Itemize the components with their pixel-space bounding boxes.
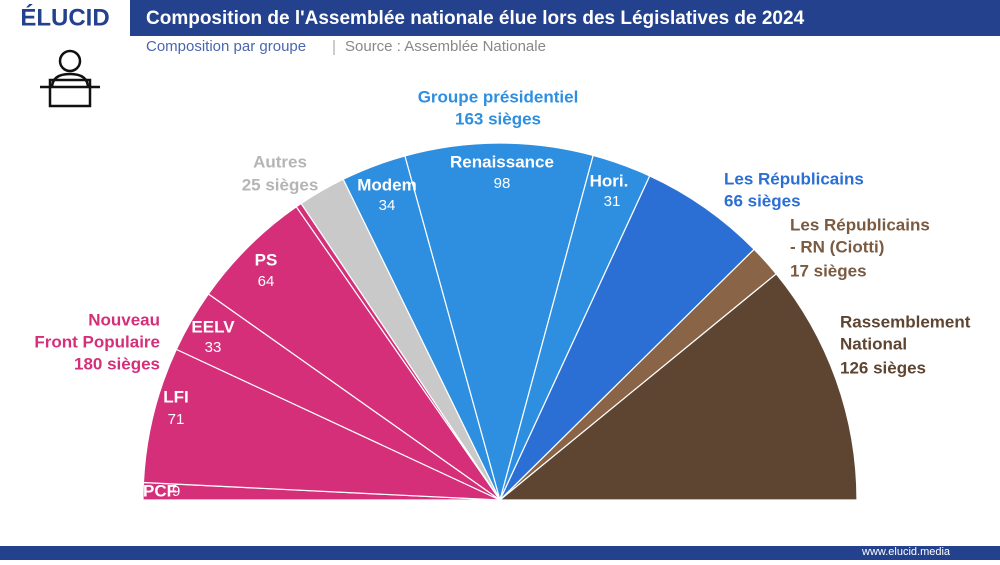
chart-title: Composition de l'Assemblée nationale élu… [146, 8, 805, 29]
value-label: 33 [205, 339, 222, 356]
segment-label: Autres [253, 152, 307, 171]
value-label: 71 [168, 411, 185, 428]
segment-label: Hori. [590, 171, 629, 190]
source: Source : Assemblée Nationale [345, 38, 546, 55]
speaker-icon [40, 49, 100, 108]
value-label: 9 [172, 483, 180, 500]
footer-bar [0, 546, 1000, 560]
footer: www.elucid.media [861, 546, 951, 558]
segment [404, 142, 594, 503]
value-label: 25 sièges [242, 175, 319, 194]
segment-label: Les Républicains [724, 169, 864, 188]
segment-label: EELV [191, 317, 235, 336]
segment [498, 273, 858, 501]
segment-label: LFI [163, 387, 189, 406]
value-label: 98 [494, 175, 511, 192]
value-label: 64 [258, 273, 275, 290]
segment [499, 175, 755, 501]
segment-label: Renaissance [450, 152, 554, 171]
segment-label: Modem [357, 175, 417, 194]
segment-label: Les Républicains [790, 215, 930, 234]
segment [142, 348, 501, 501]
value-label: 66 sièges [724, 191, 801, 210]
group-seats: 163 sièges [455, 109, 541, 128]
value-label: 17 sièges [790, 261, 867, 280]
segment-label: PS [255, 250, 278, 269]
brand-box [0, 0, 130, 36]
header-bar [0, 0, 1000, 36]
value-label: 34 [379, 197, 396, 214]
group-label: Front Populaire [34, 332, 160, 351]
segment-label: - RN (Ciotti) [790, 237, 884, 256]
value-label: 31 [604, 193, 621, 210]
group-label: Groupe présidentiel [418, 87, 579, 106]
segment-label: National [840, 334, 907, 353]
segment-label: Rassemblement [840, 312, 971, 331]
subtitle: Composition par groupe [146, 38, 306, 55]
segment-label: PCF [143, 481, 177, 500]
brand: ÉLUCID [20, 3, 109, 31]
value-label: 126 sièges [840, 358, 926, 377]
group-label: Nouveau [88, 310, 160, 329]
group-seats: 180 sièges [74, 354, 160, 373]
